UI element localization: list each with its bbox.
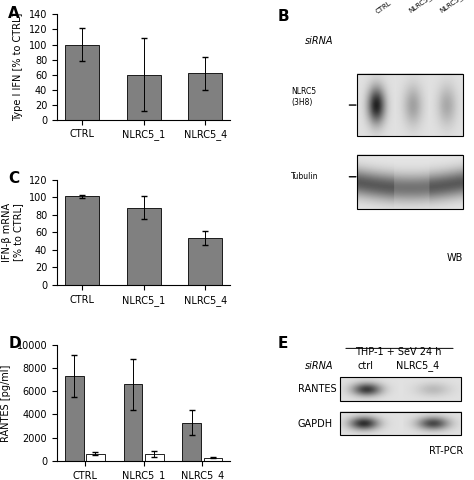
Text: RANTES: RANTES [298,384,337,394]
Text: NLRC5_4: NLRC5_4 [438,0,467,14]
Bar [204,457,222,461]
Text: NLRC5_1: NLRC5_1 [407,0,436,14]
Bar [127,74,161,120]
Y-axis label: Type I IFN [% to CTRL]: Type I IFN [% to CTRL] [13,13,23,121]
Text: CTRL: CTRL [374,0,392,14]
Text: GAPDH: GAPDH [298,419,333,429]
Y-axis label: IFN-β mRNA
[% to CTRL]: IFN-β mRNA [% to CTRL] [1,203,23,262]
Bar [124,384,142,461]
Text: ctrl: ctrl [358,361,374,371]
Text: THP-1 + SeV 24 h: THP-1 + SeV 24 h [356,347,442,357]
Y-axis label: RANTES [pg/ml]: RANTES [pg/ml] [1,364,11,442]
Text: Tubulin: Tubulin [291,172,319,181]
Bar [340,377,461,400]
Bar [65,376,83,461]
Bar [357,74,463,136]
Bar [357,155,463,209]
Text: NLRC5
(3H8): NLRC5 (3H8) [291,87,316,107]
Bar [189,238,222,285]
Text: D: D [9,336,21,350]
Bar [145,454,164,461]
Bar [65,196,99,285]
Text: C: C [9,171,19,186]
Bar [182,422,201,461]
Text: E: E [277,336,288,350]
Bar [65,45,99,120]
Bar [127,208,161,285]
Text: RT-PCR: RT-PCR [428,446,463,456]
Text: A: A [9,6,20,21]
Text: WB: WB [447,253,463,264]
Text: NLRC5_4: NLRC5_4 [396,360,439,371]
Text: siRNA: siRNA [305,36,333,47]
Bar [86,454,105,461]
Bar [340,412,461,435]
Text: B: B [277,9,289,24]
Bar [189,73,222,120]
Text: siRNA: siRNA [305,361,333,371]
